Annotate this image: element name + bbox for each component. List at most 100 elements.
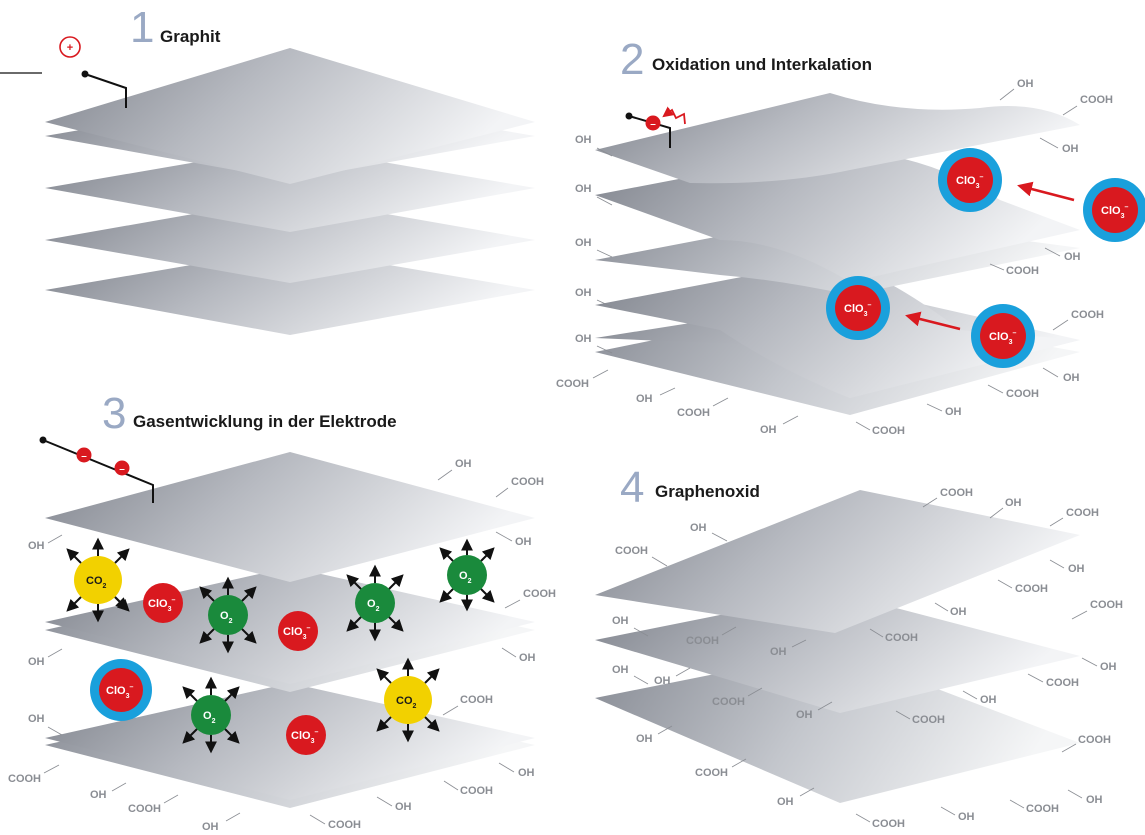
svg-text:OH: OH — [202, 821, 219, 833]
svg-text:OH: OH — [90, 789, 107, 801]
svg-text:OH: OH — [760, 424, 777, 436]
svg-text:OH: OH — [1086, 794, 1103, 806]
svg-text:O2: O2 — [459, 570, 472, 585]
svg-text:COOH: COOH — [128, 803, 161, 815]
svg-text:ClO3–: ClO3– — [989, 330, 1016, 346]
svg-text:ClO3–: ClO3– — [106, 684, 133, 700]
svg-text:COOH: COOH — [8, 773, 41, 785]
chlorate-ion: ClO3– — [1083, 178, 1145, 242]
co2-bubble: CO2 — [376, 657, 440, 743]
graphite-sheets — [45, 48, 535, 335]
panel-number: 2 — [620, 35, 644, 84]
svg-text:COOH: COOH — [1026, 803, 1059, 815]
svg-text:OH: OH — [575, 237, 592, 249]
panel-3: 3 Gasentwicklung in der Elektrode – – — [8, 389, 556, 833]
svg-text:OH: OH — [770, 646, 787, 658]
separated-sheets — [595, 490, 1080, 803]
svg-text:OH: OH — [28, 540, 45, 552]
svg-text:OH: OH — [690, 522, 707, 534]
svg-text:ClO3–: ClO3– — [283, 625, 310, 641]
svg-text:OH: OH — [575, 333, 592, 345]
svg-text:COOH: COOH — [712, 696, 745, 708]
svg-text:OH: OH — [28, 656, 45, 668]
svg-text:+: + — [67, 42, 73, 54]
panel-title: Graphenoxid — [655, 482, 760, 501]
svg-text:COOH: COOH — [1071, 309, 1104, 321]
svg-text:OH: OH — [950, 606, 967, 618]
svg-text:OH: OH — [1064, 251, 1081, 263]
panel-2: 2 Oxidation und Interkalation – ClO3– Cl… — [556, 35, 1145, 437]
graphene-oxide-sheet — [595, 650, 1080, 803]
svg-text:OH: OH — [28, 713, 45, 725]
svg-text:COOH: COOH — [695, 767, 728, 779]
graphite-sheet — [45, 197, 535, 283]
svg-text:COOH: COOH — [1006, 388, 1039, 400]
svg-text:CO2: CO2 — [396, 695, 417, 710]
panel-1: 1 Graphit + — [0, 3, 535, 335]
svg-text:OH: OH — [945, 406, 962, 418]
svg-text:COOH: COOH — [677, 407, 710, 419]
svg-text:O2: O2 — [203, 710, 216, 725]
panel-4: 4 Graphenoxid COOH OH COOH OH COOH OH CO… — [595, 463, 1123, 830]
chlorate-ion: ClO3– — [971, 304, 1035, 368]
svg-text:OH: OH — [1017, 78, 1034, 90]
electrode-wire — [0, 70, 127, 108]
chlorate-ion: ClO3– — [278, 611, 318, 651]
graphene-oxide-sheet — [595, 592, 1080, 713]
graphite-sheet — [45, 452, 535, 582]
svg-text:COOH: COOH — [1078, 734, 1111, 746]
svg-text:COOH: COOH — [523, 588, 556, 600]
svg-text:OH: OH — [636, 733, 653, 745]
electrode-wire: – — [625, 106, 686, 148]
svg-text:OH: OH — [612, 664, 629, 676]
svg-text:COOH: COOH — [615, 545, 648, 557]
svg-text:COOH: COOH — [1066, 507, 1099, 519]
functional-group-labels: COOH OH COOH OH COOH OH COOH OH COOH OH … — [612, 487, 1123, 830]
svg-text:O2: O2 — [367, 598, 380, 613]
svg-text:COOH: COOH — [1046, 677, 1079, 689]
oxygen-bubble: O2 — [346, 564, 404, 642]
svg-text:OH: OH — [575, 287, 592, 299]
svg-text:ClO3–: ClO3– — [148, 597, 175, 613]
graphite-sheet — [45, 248, 535, 335]
svg-text:COOH: COOH — [1080, 94, 1113, 106]
svg-text:OH: OH — [1068, 563, 1085, 575]
oxygen-bubble: O2 — [199, 576, 257, 654]
svg-text:OH: OH — [1062, 143, 1079, 155]
panel-title: Oxidation und Interkalation — [652, 55, 872, 74]
svg-text:OH: OH — [1100, 661, 1117, 673]
svg-text:COOH: COOH — [1090, 599, 1123, 611]
svg-text:OH: OH — [395, 801, 412, 813]
chlorate-ion: ClO3– — [826, 276, 890, 340]
svg-text:OH: OH — [518, 767, 535, 779]
svg-text:COOH: COOH — [940, 487, 973, 499]
svg-text:COOH: COOH — [460, 785, 493, 797]
co2-bubble: CO2 — [66, 537, 130, 623]
svg-text:OH: OH — [455, 458, 472, 470]
svg-text:COOH: COOH — [328, 819, 361, 831]
svg-text:COOH: COOH — [686, 635, 719, 647]
chlorate-ion: ClO3– — [938, 148, 1002, 212]
panel-title: Graphit — [160, 27, 221, 46]
svg-text:OH: OH — [958, 811, 975, 823]
intercalation-arrow — [905, 181, 1075, 331]
panel-number: 4 — [620, 463, 644, 512]
oxygen-bubble: O2 — [182, 676, 240, 754]
graphite-sheet — [45, 146, 535, 232]
svg-text:OH: OH — [636, 393, 653, 405]
panel-number: 3 — [102, 389, 126, 438]
functional-group-labels: OH COOH OH COOH OH COOH OH COOH OH COOH … — [8, 458, 556, 833]
svg-text:COOH: COOH — [912, 714, 945, 726]
svg-text:OH: OH — [1063, 372, 1080, 384]
electron-charge: – — [650, 119, 656, 130]
svg-text:OH: OH — [575, 134, 592, 146]
svg-text:ClO3–: ClO3– — [844, 302, 871, 318]
chlorate-ion: ClO3– — [90, 659, 152, 721]
svg-text:COOH: COOH — [872, 818, 905, 830]
svg-text:COOH: COOH — [511, 476, 544, 488]
svg-text:COOH: COOH — [1015, 583, 1048, 595]
svg-text:ClO3–: ClO3– — [291, 729, 318, 745]
graphene-oxide-sheet — [595, 490, 1080, 633]
svg-text:COOH: COOH — [1006, 265, 1039, 277]
